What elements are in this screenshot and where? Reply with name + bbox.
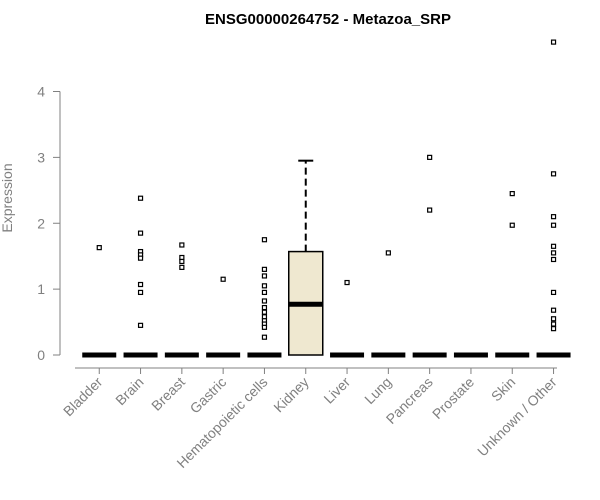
outlier-point: [550, 289, 557, 296]
outlier-point: [137, 281, 144, 288]
outlier-point: [261, 289, 268, 296]
y-tick-label: 1: [37, 281, 45, 297]
x-tick-label: Breast: [148, 374, 188, 414]
y-tick-label: 4: [37, 84, 45, 100]
x-tick-label: Bladder: [60, 374, 106, 420]
outlier-point: [261, 324, 268, 330]
box-series: [82, 39, 571, 358]
box-group: [82, 245, 117, 358]
outlier-point: [220, 276, 226, 282]
outlier-point: [261, 283, 268, 289]
outlier-point: [137, 289, 144, 296]
box-group: [123, 195, 158, 358]
y-tick-label: 2: [37, 215, 45, 231]
outlier-point: [261, 304, 268, 311]
y-tick-label: 0: [37, 347, 45, 363]
chart-title: ENSG00000264752 - Metazoa_SRP: [205, 11, 451, 28]
outlier-point: [179, 242, 185, 248]
x-tick-label: Prostate: [429, 374, 477, 422]
outlier-point: [550, 243, 557, 249]
outlier-point: [261, 309, 268, 315]
y-axis-ticks: 0 1 2 3 4: [37, 84, 60, 363]
x-tick-label: Brain: [112, 374, 146, 408]
box-group: [536, 39, 571, 358]
outlier-point: [427, 207, 433, 213]
outlier-point: [550, 326, 557, 332]
outlier-point: [385, 250, 391, 256]
outlier-point: [550, 316, 557, 322]
outlier-point: [261, 273, 268, 279]
outlier-point: [550, 222, 557, 228]
outlier-point: [179, 258, 185, 265]
outlier-point: [261, 237, 268, 243]
box-group: [288, 159, 324, 356]
box-group: [371, 250, 406, 358]
outlier-point: [550, 307, 557, 313]
outlier-point: [137, 255, 144, 261]
outlier-point: [427, 154, 433, 160]
outlier-point: [137, 230, 144, 236]
outlier-point: [509, 191, 515, 197]
outlier-point: [550, 171, 557, 177]
y-axis-label: Expression: [0, 163, 15, 232]
outlier-point: [344, 279, 350, 286]
x-tick-label: Lung: [361, 374, 394, 407]
box-group: [412, 154, 447, 358]
y-tick-label: 3: [37, 149, 45, 165]
outlier-point: [261, 266, 268, 272]
x-tick-label: Liver: [320, 374, 353, 407]
box-group: [495, 191, 530, 358]
outlier-point: [179, 264, 185, 270]
box-group: [330, 279, 365, 358]
x-tick-label: Skin: [488, 374, 519, 405]
outlier-point: [550, 256, 557, 263]
outlier-point: [137, 195, 144, 201]
outlier-point: [550, 214, 557, 220]
box-group: [206, 276, 241, 358]
x-tick-label: Kidney: [270, 374, 312, 416]
outlier-point: [261, 298, 268, 304]
outlier-point: [137, 322, 144, 328]
outlier-point: [261, 334, 268, 340]
outlier-point: [96, 245, 102, 251]
box-group: [164, 242, 199, 358]
outlier-point: [550, 250, 557, 256]
outlier-point: [550, 321, 557, 327]
box-group: [247, 237, 282, 358]
outlier-point: [550, 39, 557, 45]
outlier-point: [509, 222, 515, 228]
